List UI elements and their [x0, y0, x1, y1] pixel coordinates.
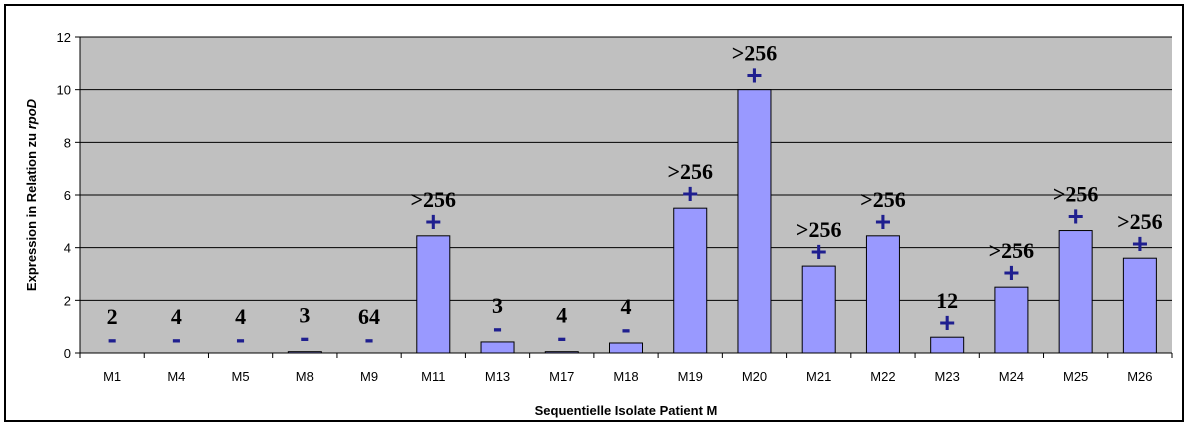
- data-label-M19: >256: [667, 159, 713, 184]
- x-tick-label: M19: [678, 369, 703, 384]
- data-label-M20: >256: [732, 41, 778, 66]
- y-tick-label: 10: [57, 83, 71, 98]
- x-tick-label: M23: [935, 369, 960, 384]
- x-tick-label: M21: [806, 369, 831, 384]
- bar-M8: [287, 351, 322, 354]
- data-label-M4: 4: [171, 304, 182, 329]
- data-label-M9: 64: [358, 304, 380, 329]
- significance-mark-M9: -: [364, 323, 373, 354]
- significance-mark-M19: +: [682, 178, 698, 209]
- x-tick-label: M13: [485, 369, 510, 384]
- bar-M17: [544, 351, 579, 354]
- significance-mark-M5: -: [236, 323, 245, 354]
- significance-mark-M21: +: [811, 236, 827, 267]
- x-tick-label: M18: [613, 369, 638, 384]
- x-tick-label: M22: [870, 369, 895, 384]
- bar-M13: [480, 341, 515, 354]
- data-label-M8: 3: [299, 303, 310, 328]
- bars: [287, 89, 1157, 354]
- bar-M23: [930, 336, 965, 354]
- data-label-M22: >256: [860, 187, 906, 212]
- bar-M25: [1058, 230, 1093, 354]
- significance-mark-M13: -: [493, 312, 502, 343]
- data-label-M1: 2: [107, 304, 118, 329]
- y-tick-label: 6: [64, 188, 71, 203]
- significance-mark-M1: -: [107, 323, 116, 354]
- bar-M21: [801, 265, 836, 354]
- significance-mark-M18: -: [621, 313, 630, 344]
- y-tick-label: 8: [64, 135, 71, 150]
- x-tick-label: M26: [1127, 369, 1152, 384]
- significance-mark-M8: -: [300, 322, 309, 353]
- data-label-M25: >256: [1053, 182, 1099, 207]
- bar-M24: [994, 286, 1029, 354]
- bar-M11: [416, 235, 451, 354]
- data-label-M5: 4: [235, 304, 246, 329]
- data-label-M23: 12: [936, 288, 958, 313]
- significance-mark-M25: +: [1067, 201, 1083, 232]
- x-tick-label: M25: [1063, 369, 1088, 384]
- x-tick-label: M4: [167, 369, 185, 384]
- bar-annotations: -2-4-4-3-64+>256-3-4 -4+>256+>256+>256 +>2…: [107, 41, 1163, 354]
- x-tick-label: M1: [103, 369, 121, 384]
- x-tick-label: M8: [296, 369, 314, 384]
- x-tick-label: M9: [360, 369, 378, 384]
- y-tick-label: 0: [64, 346, 71, 361]
- bar-M22: [865, 235, 900, 354]
- bar-M18: [609, 342, 643, 354]
- significance-mark-M24: +: [1003, 257, 1019, 288]
- bar-M26: [1122, 257, 1157, 354]
- x-tick-label: M17: [549, 369, 574, 384]
- x-axis-ticks: M1 M4 M5 M8 M9 M11 M13 M17 M18 M19 M20 M21 M22 M23 M24…: [79, 353, 1173, 384]
- bar-M20: [737, 89, 772, 354]
- significance-mark-M4: -: [172, 323, 181, 354]
- data-label-M18: 4: [621, 294, 632, 319]
- data-label-M21: >256: [796, 217, 842, 242]
- significance-mark-M17: -: [557, 322, 566, 353]
- significance-mark-M26: +: [1132, 228, 1148, 259]
- y-tick-label: 4: [64, 241, 71, 256]
- significance-mark-M23: +: [939, 307, 955, 338]
- x-axis-title: Sequentielle Isolate Patient M: [535, 403, 718, 418]
- data-label-M11: >256: [411, 187, 457, 212]
- x-tick-label: M11: [421, 369, 445, 384]
- y-axis-title-italic: rpoD: [24, 98, 39, 129]
- data-label-M24: >256: [989, 238, 1035, 263]
- significance-mark-M20: +: [746, 60, 762, 91]
- significance-mark-M22: +: [875, 206, 891, 237]
- y-tick-label: 2: [64, 293, 71, 308]
- x-tick-label: M5: [232, 369, 250, 384]
- plot-area: [80, 36, 1172, 353]
- significance-mark-M11: +: [425, 206, 441, 237]
- y-axis-title-main: Expression in Relation zu: [24, 129, 39, 291]
- data-label-M26: >256: [1117, 209, 1163, 234]
- data-label-M17: 4: [556, 303, 567, 328]
- y-tick-label: 12: [57, 30, 71, 45]
- x-tick-label: M20: [742, 369, 767, 384]
- bar-M19: [673, 207, 708, 354]
- y-axis-title: Expression in Relation zu rpoD: [24, 98, 39, 291]
- x-tick-label: M24: [999, 369, 1024, 384]
- data-label-M13: 3: [492, 293, 503, 318]
